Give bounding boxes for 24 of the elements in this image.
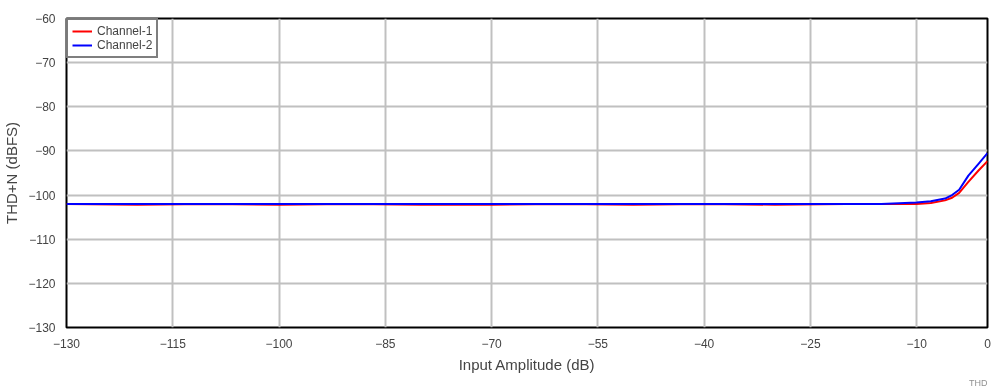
- x-tick-label: −85: [375, 336, 396, 351]
- x-axis-title: Input Amplitude (dB): [458, 355, 595, 373]
- y-tick-label: −80: [35, 100, 56, 115]
- y-tick-label: −90: [35, 144, 56, 159]
- y-tick-label: −100: [28, 188, 56, 203]
- x-tick-label: −40: [693, 336, 715, 351]
- y-tick-label: −120: [28, 276, 56, 291]
- x-tick-label: −25: [800, 336, 821, 351]
- y-axis-title: THD+N (dBFS): [3, 121, 21, 225]
- y-tick-label: −110: [29, 232, 56, 247]
- x-tick-label: −70: [481, 336, 503, 351]
- y-tick-label: −60: [35, 12, 56, 26]
- x-tick-label: −55: [587, 336, 609, 351]
- x-tick-label: 0: [984, 336, 992, 351]
- y-tick-label: −70: [35, 56, 56, 71]
- legend-label: Channel-2: [97, 38, 153, 52]
- x-tick-label: −100: [265, 336, 293, 351]
- x-tick-label: −115: [159, 336, 187, 351]
- line-series: [66, 152, 988, 205]
- x-tick-label: −10: [906, 336, 928, 351]
- y-tick-label: −130: [28, 321, 56, 335]
- x-tick-label: −130: [52, 336, 81, 351]
- legend-label: Channel-1: [97, 24, 153, 38]
- text: THD: [969, 377, 988, 387]
